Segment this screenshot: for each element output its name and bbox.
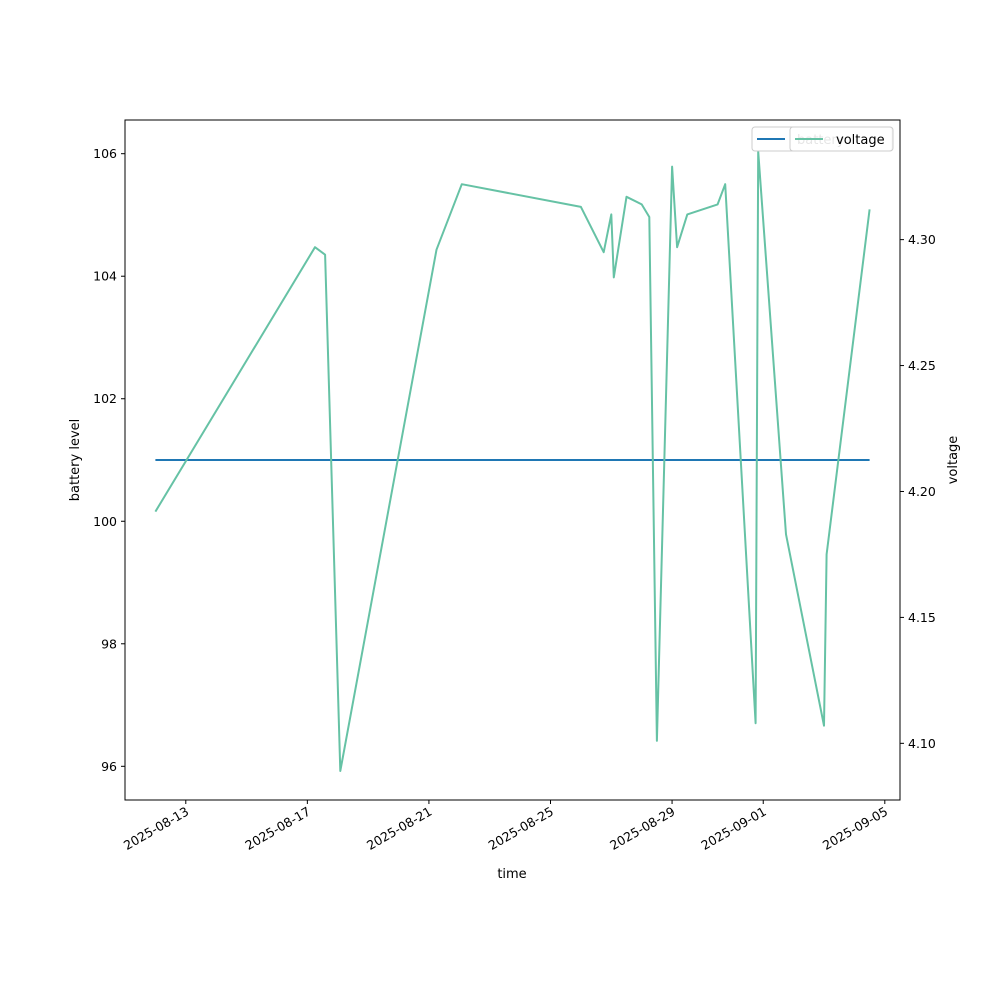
x-tick-label: 2025-08-29 xyxy=(607,804,677,853)
plot-frame xyxy=(124,119,901,801)
y2-tick-label: 4.10 xyxy=(908,736,936,751)
y-tick-label: 98 xyxy=(101,636,117,651)
series-line-voltage xyxy=(154,150,871,772)
y-tick-label: 102 xyxy=(93,391,117,406)
x-tick-label: 2025-08-21 xyxy=(364,804,434,853)
x-tick-label: 2025-08-25 xyxy=(486,804,556,853)
y-tick-label: 106 xyxy=(93,146,117,161)
y-axis-left-title: battery level xyxy=(68,419,83,502)
plot-lines xyxy=(154,150,871,772)
x-tick-label: 2025-09-05 xyxy=(820,804,890,853)
legend-voltage-label: voltage xyxy=(836,133,885,148)
legend-voltage-frame xyxy=(789,126,894,152)
y2-tick-label: 4.15 xyxy=(908,610,936,625)
y2-tick-label: 4.25 xyxy=(908,358,936,373)
y-axis-left-ticks: 96 98 100 102 104 106 xyxy=(93,146,125,774)
legend-voltage: voltage xyxy=(789,126,894,152)
x-axis-ticks: 2025-08-13 2025-08-17 2025-08-21 2025-08-25… xyxy=(121,800,890,853)
y-axis-right-ticks: 4.10 4.15 4.20 4.25 4.30 xyxy=(900,232,936,751)
y-tick-label: 104 xyxy=(93,269,117,284)
x-tick-label: 2025-08-13 xyxy=(121,804,191,853)
x-tick-label: 2025-08-17 xyxy=(242,804,312,853)
x-tick-label: 2025-09-01 xyxy=(698,804,768,853)
y-tick-label: 96 xyxy=(101,759,117,774)
y-axis-right-title: voltage xyxy=(946,436,961,485)
y2-tick-label: 4.20 xyxy=(908,484,936,499)
x-axis-title: time xyxy=(497,867,526,882)
y2-tick-label: 4.30 xyxy=(908,232,936,247)
y-tick-label: 100 xyxy=(93,514,117,529)
